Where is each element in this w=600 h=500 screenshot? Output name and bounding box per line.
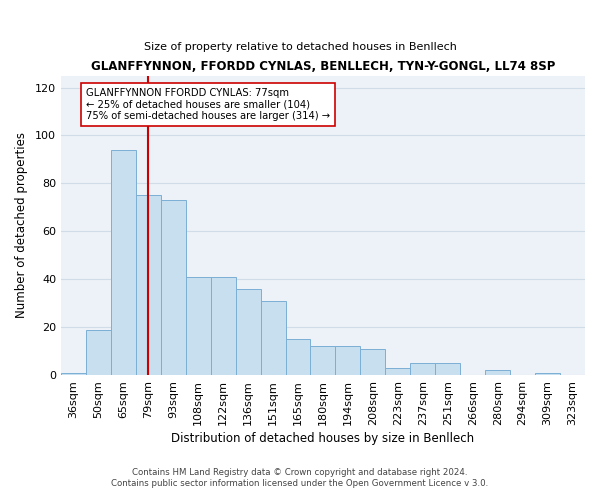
Bar bbox=[86, 330, 111, 375]
Bar bbox=[286, 339, 310, 375]
Bar bbox=[435, 363, 460, 375]
Bar bbox=[410, 363, 435, 375]
Bar bbox=[260, 301, 286, 375]
Text: GLANFFYNNON FFORDD CYNLAS: 77sqm
← 25% of detached houses are smaller (104)
75% : GLANFFYNNON FFORDD CYNLAS: 77sqm ← 25% o… bbox=[86, 88, 330, 120]
Bar bbox=[385, 368, 410, 375]
Bar bbox=[485, 370, 510, 375]
Bar bbox=[136, 196, 161, 375]
Text: Size of property relative to detached houses in Benllech: Size of property relative to detached ho… bbox=[143, 42, 457, 52]
Text: Contains HM Land Registry data © Crown copyright and database right 2024.
Contai: Contains HM Land Registry data © Crown c… bbox=[112, 468, 488, 487]
Bar bbox=[310, 346, 335, 375]
Y-axis label: Number of detached properties: Number of detached properties bbox=[15, 132, 28, 318]
Bar bbox=[535, 372, 560, 375]
Bar bbox=[361, 348, 385, 375]
Bar bbox=[161, 200, 186, 375]
X-axis label: Distribution of detached houses by size in Benllech: Distribution of detached houses by size … bbox=[172, 432, 475, 445]
Title: GLANFFYNNON, FFORDD CYNLAS, BENLLECH, TYN-Y-GONGL, LL74 8SP: GLANFFYNNON, FFORDD CYNLAS, BENLLECH, TY… bbox=[91, 60, 555, 73]
Bar bbox=[211, 277, 236, 375]
Bar bbox=[236, 289, 260, 375]
Bar bbox=[186, 277, 211, 375]
Bar bbox=[111, 150, 136, 375]
Bar bbox=[335, 346, 361, 375]
Bar bbox=[61, 372, 86, 375]
